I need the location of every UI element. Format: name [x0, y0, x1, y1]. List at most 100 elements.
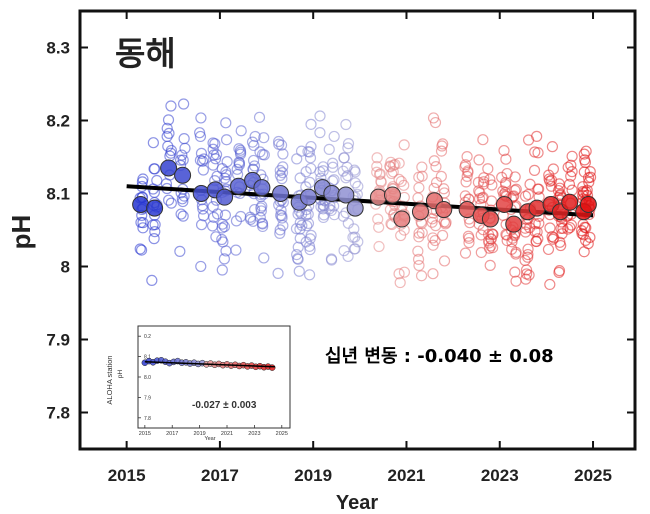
raw-point — [249, 130, 261, 143]
raw-point — [562, 223, 574, 235]
inset-y-tick-label: 8.0 — [144, 375, 151, 381]
raw-point — [256, 218, 269, 230]
raw-point — [207, 201, 219, 213]
raw-point — [137, 173, 149, 185]
raw-point — [305, 118, 317, 130]
raw-point — [179, 142, 191, 154]
raw-point — [257, 148, 269, 161]
raw-point — [294, 172, 306, 184]
raw-point — [219, 209, 231, 221]
raw-point — [235, 125, 247, 137]
inset-unit-label: pH — [117, 370, 124, 379]
raw-point — [342, 138, 355, 150]
raw-point — [552, 184, 565, 197]
x-tick-label: 2021 — [388, 466, 426, 485]
raw-point — [533, 183, 545, 195]
raw-point — [461, 170, 473, 182]
raw-point — [580, 222, 592, 234]
chart-title: 동해 — [115, 35, 176, 72]
raw-point — [234, 148, 247, 160]
raw-point — [163, 127, 175, 139]
mean-point — [383, 186, 401, 204]
raw-point — [546, 141, 558, 153]
raw-point — [255, 205, 267, 217]
raw-point — [373, 240, 385, 253]
inset-x-tick-label: 2019 — [193, 431, 205, 437]
raw-point — [436, 229, 449, 241]
raw-point — [256, 200, 268, 212]
raw-point — [349, 166, 361, 178]
inset-frame — [137, 325, 291, 429]
raw-point — [395, 229, 407, 242]
raw-point — [216, 222, 228, 234]
mean-point — [253, 179, 271, 197]
raw-point — [248, 203, 261, 216]
raw-point — [484, 173, 496, 186]
raw-point — [553, 266, 565, 278]
raw-point — [487, 228, 499, 241]
raw-point — [234, 144, 247, 156]
raw-point — [528, 164, 541, 176]
raw-point — [175, 208, 187, 220]
mean-point — [174, 166, 192, 184]
raw-point — [273, 135, 285, 148]
raw-point — [274, 227, 286, 239]
raw-point — [148, 233, 160, 245]
raw-point — [342, 142, 354, 154]
inset-trend-line — [144, 360, 275, 368]
raw-point — [509, 266, 521, 278]
raw-point — [165, 197, 177, 209]
raw-point — [554, 236, 566, 248]
raw-point — [216, 233, 228, 246]
raw-point — [475, 229, 487, 241]
raw-point — [292, 241, 304, 253]
raw-point — [477, 134, 489, 146]
raw-point — [520, 273, 532, 285]
mean-point — [411, 203, 429, 221]
inset-y-tick-label: 7.8 — [144, 416, 151, 422]
raw-point — [582, 238, 594, 250]
raw-point — [220, 117, 232, 129]
inset-x-tick-label: 2015 — [139, 431, 151, 437]
raw-point — [195, 260, 207, 273]
mean-point — [579, 195, 597, 213]
raw-point — [566, 166, 578, 178]
raw-point — [254, 146, 266, 158]
raw-point — [500, 153, 512, 165]
raw-point — [483, 242, 496, 254]
raw-point — [438, 183, 450, 195]
axis-ticks: 2015 2017 2019 2021 2023 2025 7.8 7.9 8 8.1 8.2 8.3 — [46, 11, 635, 485]
raw-point — [291, 153, 303, 165]
raw-point — [582, 172, 595, 184]
raw-point — [147, 137, 159, 149]
mean-point — [192, 185, 210, 202]
raw-point — [484, 259, 496, 271]
raw-point — [498, 144, 510, 157]
raw-point — [275, 204, 287, 216]
mean-point — [561, 193, 579, 211]
raw-point — [342, 217, 354, 229]
y-tick-label: 8.3 — [46, 39, 70, 58]
raw-point — [323, 143, 335, 155]
raw-point — [459, 247, 472, 259]
raw-point — [220, 134, 233, 146]
raw-point — [393, 268, 405, 280]
raw-point — [473, 154, 485, 166]
raw-point — [327, 157, 339, 169]
raw-point — [438, 255, 451, 267]
raw-point — [416, 170, 428, 182]
mean-point — [132, 195, 150, 213]
raw-point — [210, 231, 222, 243]
raw-point — [566, 184, 578, 196]
raw-point — [563, 178, 576, 190]
x-tick-label: 2017 — [201, 466, 239, 485]
raw-point — [272, 267, 284, 279]
raw-point — [531, 130, 543, 142]
mean-point — [160, 159, 178, 177]
raw-point — [416, 161, 428, 173]
raw-point — [352, 180, 364, 193]
raw-point — [253, 111, 266, 123]
raw-point — [385, 156, 397, 168]
raw-point — [584, 165, 596, 178]
